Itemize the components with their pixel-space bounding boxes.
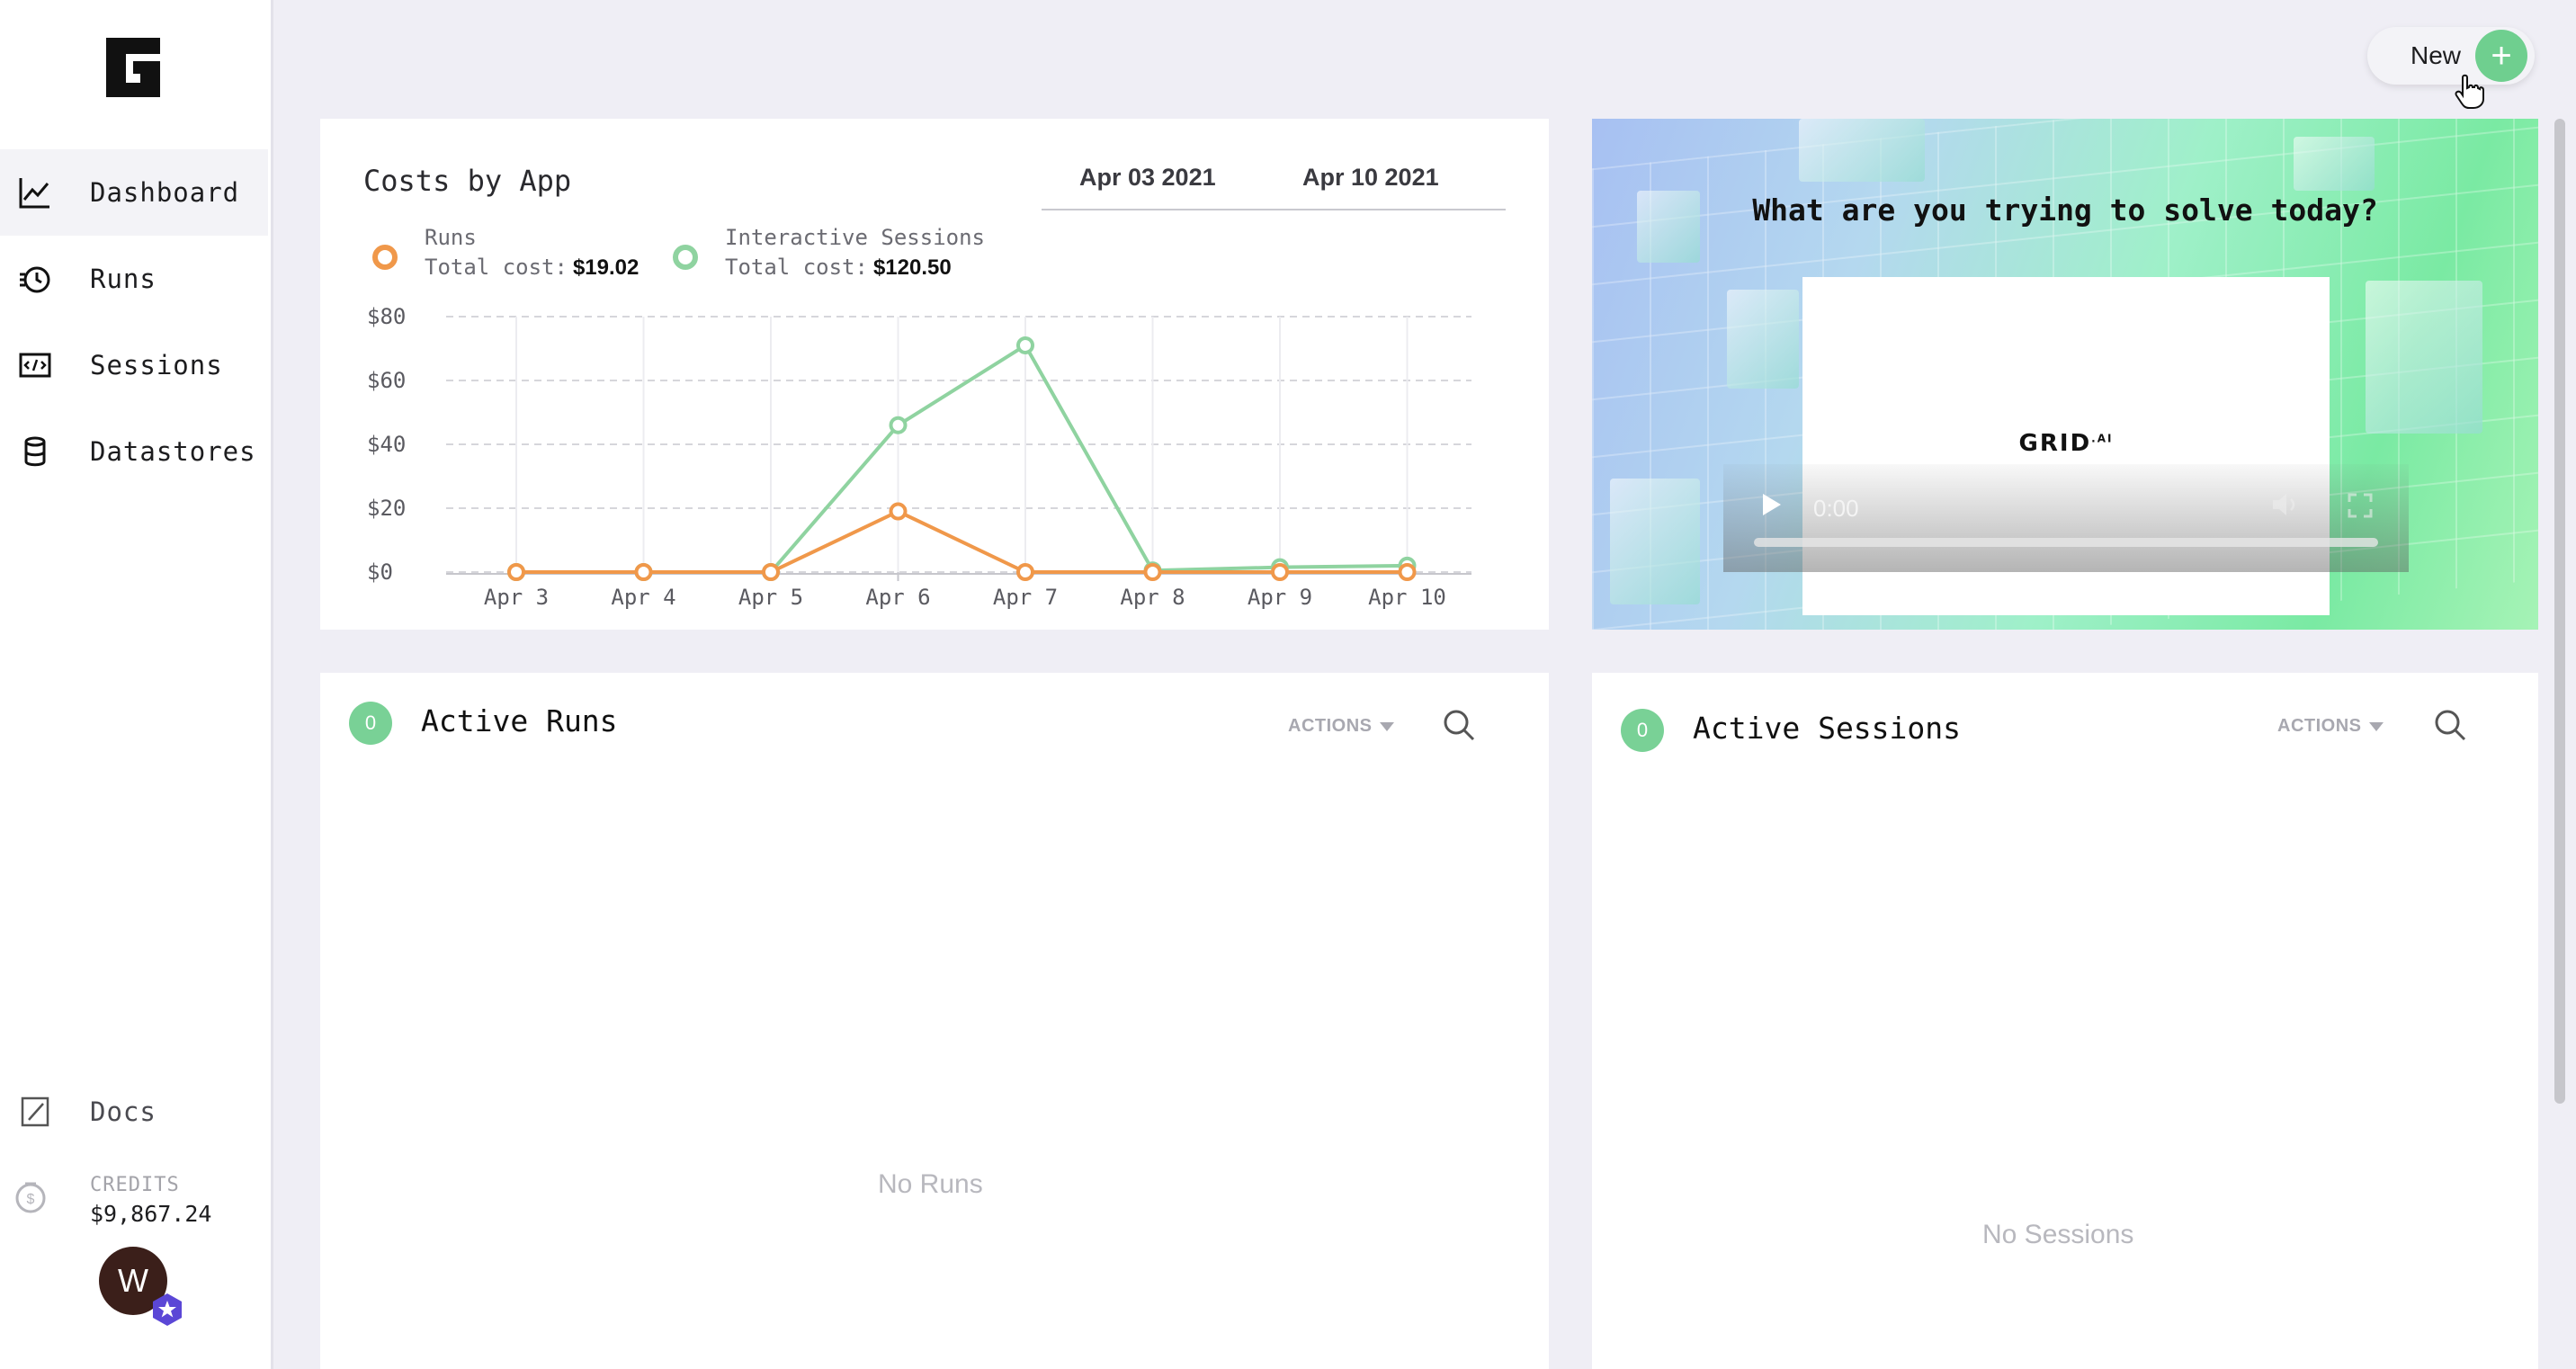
x-tick-label: Apr 5 bbox=[738, 585, 803, 610]
document-icon bbox=[16, 1093, 54, 1131]
x-tick-label: Apr 7 bbox=[993, 585, 1058, 610]
promo-card: What are you trying to solve today? GRID… bbox=[1592, 119, 2538, 630]
x-tick-label: Apr 9 bbox=[1248, 585, 1312, 610]
legend-cost: Total cost: $120.50 bbox=[725, 255, 952, 280]
video-progress-bar[interactable] bbox=[1754, 538, 2378, 547]
search-icon[interactable] bbox=[2434, 709, 2468, 743]
code-window-icon bbox=[16, 346, 54, 384]
runs-actions-dropdown[interactable]: ACTIONS bbox=[1288, 716, 1394, 737]
x-tick-label: Apr 6 bbox=[865, 585, 930, 610]
y-tick-label: $80 bbox=[367, 304, 406, 329]
video-controls: 0:00 bbox=[1723, 464, 2409, 572]
sidebar-item-docs[interactable]: Docs bbox=[0, 1069, 268, 1155]
legend-name: Runs bbox=[425, 225, 477, 250]
x-tick-label: Apr 4 bbox=[611, 585, 675, 610]
volume-icon[interactable] bbox=[2270, 491, 2301, 518]
date-start[interactable]: Apr 03 2021 bbox=[1079, 164, 1216, 191]
decor-cube bbox=[1610, 479, 1700, 604]
data-point bbox=[507, 563, 525, 581]
sidebar-item-label: Docs bbox=[90, 1096, 157, 1127]
caret-down-icon bbox=[1379, 721, 1394, 731]
sidebar: Dashboard Runs Sessions Datastores Docs … bbox=[0, 0, 273, 1369]
legend-name: Interactive Sessions bbox=[725, 225, 985, 250]
active-sessions-title: Active Sessions bbox=[1693, 711, 1962, 746]
new-button-label: New bbox=[2411, 41, 2462, 69]
legend-cost: Total cost: $19.02 bbox=[425, 255, 640, 280]
sidebar-item-label: Sessions bbox=[90, 350, 223, 380]
decor-cube bbox=[1727, 290, 1799, 389]
video-player[interactable]: GRID.AI bbox=[1802, 277, 2330, 615]
sidebar-item-dashboard[interactable]: Dashboard bbox=[0, 149, 268, 236]
data-point bbox=[889, 416, 908, 434]
legend-marker-runs bbox=[372, 245, 398, 270]
fullscreen-icon[interactable] bbox=[2348, 493, 2373, 518]
runs-icon bbox=[16, 260, 54, 298]
data-point bbox=[889, 502, 908, 521]
credits-value: $9,867.24 bbox=[90, 1201, 212, 1227]
sessions-count-badge: 0 bbox=[1621, 709, 1664, 752]
no-sessions-text: No Sessions bbox=[1982, 1220, 2134, 1249]
database-icon bbox=[16, 433, 54, 470]
decor-cube bbox=[2366, 281, 2482, 434]
active-sessions-card: 0 Active Sessions ACTIONS No Sessions bbox=[1592, 673, 2538, 1369]
coin-stack-icon: $ bbox=[15, 1182, 46, 1213]
sidebar-item-sessions[interactable]: Sessions bbox=[0, 322, 268, 408]
data-point bbox=[1016, 336, 1034, 354]
chart-line-icon bbox=[16, 174, 54, 211]
date-range-underline bbox=[1042, 209, 1506, 210]
costs-line-chart: $0 $20 $40 $60 $80 Apr 3 Apr 4 Apr 5 Apr 6 Apr 7 A… bbox=[367, 304, 1471, 610]
scrollbar[interactable] bbox=[2554, 119, 2565, 1104]
grid-logo[interactable] bbox=[101, 34, 165, 101]
hand-cursor-icon bbox=[2455, 74, 2484, 109]
credits-label: CREDITS bbox=[90, 1174, 180, 1196]
date-end[interactable]: Apr 10 2021 bbox=[1302, 164, 1439, 191]
decor-cube bbox=[1799, 119, 1925, 182]
caret-down-icon bbox=[2368, 721, 2384, 731]
data-point bbox=[1143, 563, 1162, 581]
x-tick-label: Apr 10 bbox=[1368, 585, 1446, 610]
active-runs-card: 0 Active Runs ACTIONS No Runs bbox=[320, 673, 1549, 1369]
data-point bbox=[1398, 563, 1417, 581]
x-tick-label: Apr 8 bbox=[1120, 585, 1185, 610]
costs-title: Costs by App bbox=[363, 164, 572, 198]
series-line bbox=[516, 343, 1408, 574]
active-runs-title: Active Runs bbox=[421, 703, 618, 738]
data-point bbox=[1271, 563, 1289, 581]
search-icon[interactable] bbox=[1443, 709, 1477, 743]
sidebar-item-datastores[interactable]: Datastores bbox=[0, 408, 268, 495]
y-tick-label: $0 bbox=[367, 559, 393, 585]
decor-cube bbox=[1637, 191, 1700, 263]
data-point bbox=[634, 563, 653, 581]
video-time: 0:00 bbox=[1813, 495, 1859, 522]
plus-icon: + bbox=[2475, 30, 2527, 82]
new-button[interactable]: New + bbox=[2367, 27, 2535, 85]
sessions-actions-dropdown[interactable]: ACTIONS bbox=[2277, 716, 2384, 737]
promo-title: What are you trying to solve today? bbox=[1752, 192, 2378, 228]
costs-by-app-card: Costs by App Apr 03 2021 Apr 10 2021 Run… bbox=[320, 119, 1549, 630]
sidebar-item-label: Runs bbox=[90, 264, 157, 294]
sidebar-item-runs[interactable]: Runs bbox=[0, 236, 268, 322]
runs-count-badge: 0 bbox=[349, 702, 392, 745]
sidebar-item-label: Dashboard bbox=[90, 177, 240, 208]
decor-cube bbox=[2294, 137, 2375, 191]
data-point bbox=[1016, 563, 1034, 581]
sidebar-item-label: Datastores bbox=[90, 436, 256, 467]
y-tick-label: $60 bbox=[367, 368, 406, 393]
no-runs-text: No Runs bbox=[878, 1169, 983, 1199]
y-tick-label: $20 bbox=[367, 496, 406, 521]
avatar[interactable]: W bbox=[99, 1247, 167, 1315]
star-badge-icon bbox=[153, 1293, 182, 1326]
y-tick-label: $40 bbox=[367, 432, 406, 457]
data-point bbox=[762, 563, 780, 581]
svg-text:$: $ bbox=[27, 1192, 35, 1207]
x-tick-label: Apr 3 bbox=[484, 585, 549, 610]
series-line bbox=[516, 509, 1408, 574]
play-icon[interactable] bbox=[1758, 491, 1784, 518]
legend-marker-sessions bbox=[673, 245, 698, 270]
grid-ai-logo: GRID.AI bbox=[2018, 430, 2114, 457]
